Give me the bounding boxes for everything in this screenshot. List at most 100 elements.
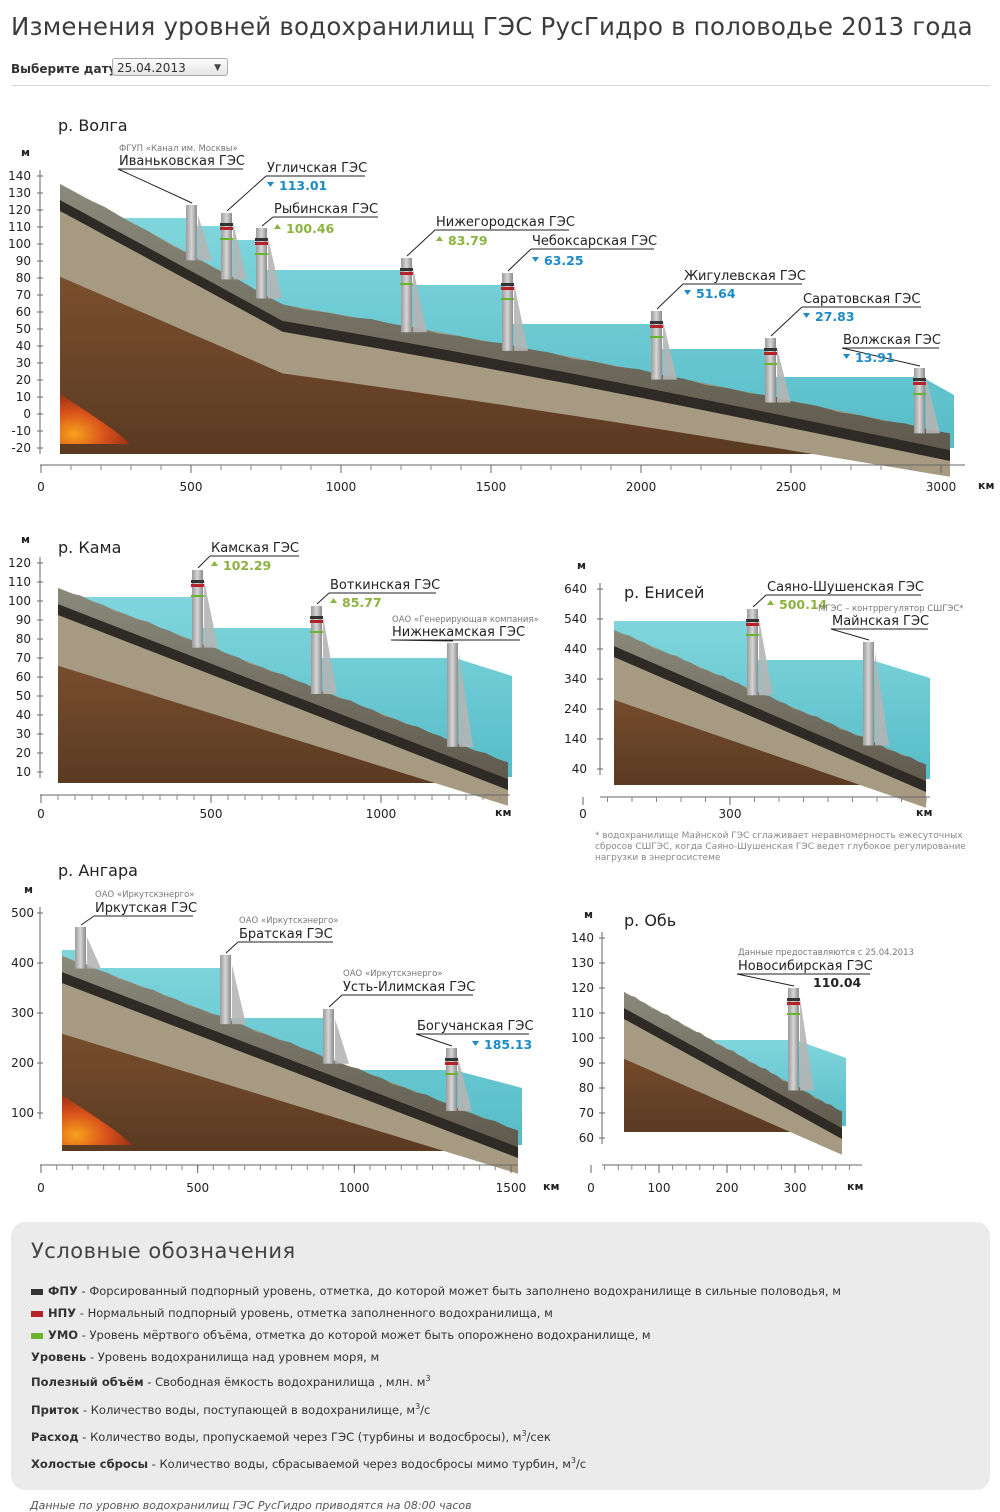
y-tick-label: 30	[16, 356, 31, 370]
station-leader	[225, 941, 239, 954]
station-leader	[656, 283, 684, 310]
y-tick-label: 500	[11, 906, 34, 920]
dam-slope	[268, 238, 282, 299]
y-tick-label: 120	[571, 981, 594, 995]
npu-marker	[650, 325, 663, 328]
fpu-marker	[650, 321, 663, 324]
umo-marker	[255, 253, 268, 255]
date-select[interactable]: 25.04.2013 ▼	[112, 58, 228, 76]
x-tick-label: 1000	[326, 480, 357, 494]
legend-term: УМО	[48, 1328, 79, 1342]
x-tick-label: 1500	[476, 480, 507, 494]
y-tick-label: 60	[16, 305, 31, 319]
dam-slope	[87, 937, 101, 969]
legend-term: Холостые сбросы	[31, 1456, 148, 1471]
dam-volga-4	[502, 273, 513, 351]
x-tick-label: 500	[180, 480, 203, 494]
dam-slope	[232, 965, 246, 1025]
chevron-down-icon: ▼	[214, 63, 221, 73]
dam-slope	[204, 580, 218, 648]
y-tick-label: 90	[579, 1056, 594, 1070]
dam-volga-6	[765, 338, 776, 403]
y-axis-unit: м	[584, 908, 593, 921]
y-tick-label: 40	[572, 762, 587, 776]
npu-marker	[445, 1062, 458, 1065]
dark-layer-angara	[62, 972, 518, 1158]
station-name: Нижегородская ГЭС	[436, 215, 575, 230]
station-level: 27.83	[815, 309, 855, 324]
station-leader	[261, 216, 274, 227]
dam-angara-2	[323, 1009, 334, 1064]
umo-marker	[400, 283, 413, 285]
umo-marker	[310, 631, 323, 633]
y-tick-label: 0	[23, 407, 31, 421]
umo-marker	[191, 595, 204, 597]
legend-item: Полезный объём - Свободная ёмкость водох…	[31, 1374, 431, 1389]
station-leader	[226, 175, 267, 212]
y-axis-unit: м	[21, 146, 30, 159]
dam-volga-1	[221, 213, 232, 280]
x-tick-label: 100	[648, 1181, 671, 1195]
dam-ob-0	[788, 988, 799, 1091]
umo-marker	[764, 363, 777, 365]
surface-layer-volga	[60, 184, 950, 450]
y-tick-label: 130	[571, 956, 594, 970]
station-leader	[328, 994, 343, 1008]
dam-slope	[875, 652, 889, 746]
station-org: ОАО «Генерирующая компания»	[392, 615, 539, 625]
y-tick-label: 80	[16, 632, 31, 646]
npu-marker	[501, 287, 514, 290]
dam-enisei-0	[747, 609, 758, 696]
station-level: 51.64	[696, 286, 736, 301]
dark-layer-ob	[624, 1008, 842, 1139]
dam-slope	[459, 653, 473, 747]
station-name: Майнская ГЭС	[832, 614, 929, 629]
y-tick-label: 40	[16, 339, 31, 353]
legend-desc: - Свободная ёмкость водохранилища , млн.…	[143, 1374, 426, 1389]
y-tick-label: 140	[564, 732, 587, 746]
dark-layer-volga	[60, 200, 950, 461]
station-org: ОАО «Иркутскэнерго»	[343, 969, 443, 979]
station-name: Воткинская ГЭС	[330, 578, 440, 593]
trend-down-icon	[472, 1041, 479, 1046]
legend-item: ФПУ - Форсированный подпорный уровень, о…	[31, 1284, 841, 1298]
npu-marker	[220, 227, 233, 230]
fpu-marker	[400, 268, 413, 271]
y-tick-label: 110	[571, 1006, 594, 1020]
umo-marker	[445, 1073, 458, 1075]
x-axis-unit: км	[916, 806, 932, 819]
station-level: 500.14	[779, 597, 828, 612]
y-tick-label: 90	[16, 254, 31, 268]
y-tick-label: 60	[16, 670, 31, 684]
legend-item: НПУ - Нормальный подпорный уровень, отме…	[31, 1306, 553, 1320]
chart-ob: Данные предоставляются с 25.04.2013Новос…	[571, 908, 914, 1195]
y-tick-label: 110	[8, 575, 31, 589]
dam-slope	[233, 223, 247, 280]
station-level: 63.25	[544, 253, 584, 268]
y-tick-label: 80	[579, 1081, 594, 1095]
legend-term: ФПУ	[48, 1284, 78, 1298]
legend-item: Расход - Количество воды, пропускаемой ч…	[31, 1429, 551, 1444]
x-tick-label: 0	[579, 807, 587, 821]
fpu-marker	[501, 283, 514, 286]
umo-marker	[501, 298, 514, 300]
npu-marker	[787, 1002, 800, 1005]
trend-down-icon	[843, 354, 850, 359]
river-title: р. Ангара	[58, 861, 138, 880]
x-tick-label: 200	[716, 1181, 739, 1195]
surface-layer-ob	[624, 992, 842, 1128]
y-tick-label: 10	[16, 765, 31, 779]
dam-slope	[323, 616, 337, 694]
fpu-marker	[255, 238, 268, 241]
fpu-marker	[746, 619, 759, 622]
station-level: 13.91	[855, 350, 895, 365]
legend-title: Условные обозначения	[31, 1239, 296, 1263]
y-tick-label: 340	[564, 672, 587, 686]
station-name: Усть-Илимская ГЭС	[343, 980, 475, 995]
legend-sup: 3	[521, 1429, 527, 1438]
footer-note: Данные по уровню водохранилищ ГЭС РусГид…	[30, 1499, 472, 1512]
legend-sup: 3	[425, 1374, 431, 1383]
x-tick-label: 0	[37, 807, 45, 821]
npu-marker	[255, 242, 268, 245]
